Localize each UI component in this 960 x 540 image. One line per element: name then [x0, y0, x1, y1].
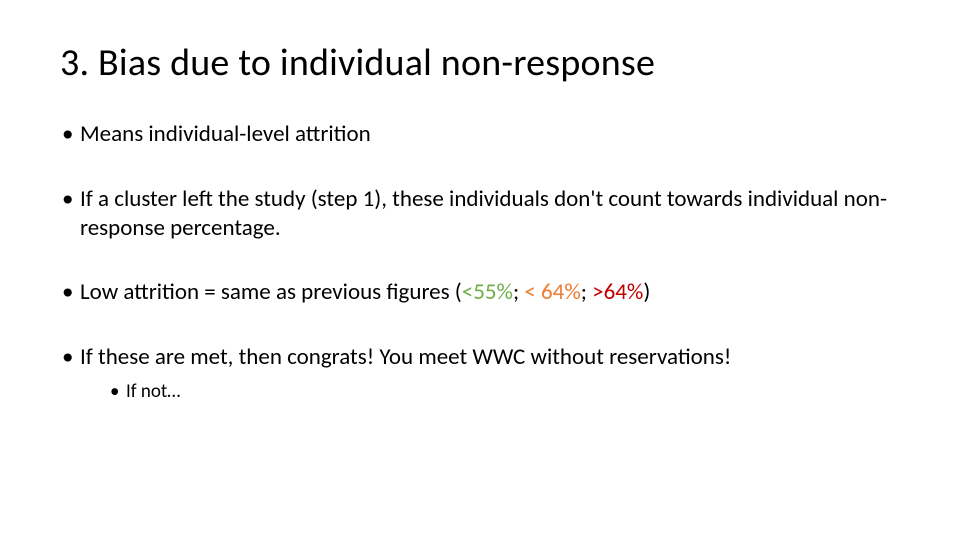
bullet-text-prefix: Low attrition = same as previous figures…	[80, 278, 462, 306]
threshold-low: <55%	[462, 278, 513, 306]
threshold-sep: ;	[581, 278, 592, 306]
sub-bullet-list: If not…	[108, 380, 900, 404]
bullet-text: Means individual-level attrition	[80, 120, 371, 148]
slide-title: 3. Bias due to individual non-response	[60, 40, 900, 86]
bullet-list: Means individual-level attrition If a cl…	[60, 120, 900, 404]
bullet-item: Low attrition = same as previous figures…	[60, 278, 900, 307]
bullet-item: If a cluster left the study (step 1), th…	[60, 185, 900, 243]
threshold-sep: ;	[513, 278, 524, 306]
bullet-item: If these are met, then congrats! You mee…	[60, 343, 900, 404]
threshold-mid: < 64%	[524, 278, 580, 306]
sub-bullet-item: If not…	[108, 380, 900, 404]
threshold-high: >64%	[592, 278, 643, 306]
slide: 3. Bias due to individual non-response M…	[0, 0, 960, 540]
bullet-item: Means individual-level attrition	[60, 120, 900, 149]
bullet-text: If a cluster left the study (step 1), th…	[80, 185, 887, 242]
bullet-text: If these are met, then congrats! You mee…	[80, 343, 731, 371]
sub-bullet-text: If not…	[126, 380, 180, 403]
bullet-text-suffix: )	[643, 278, 650, 306]
